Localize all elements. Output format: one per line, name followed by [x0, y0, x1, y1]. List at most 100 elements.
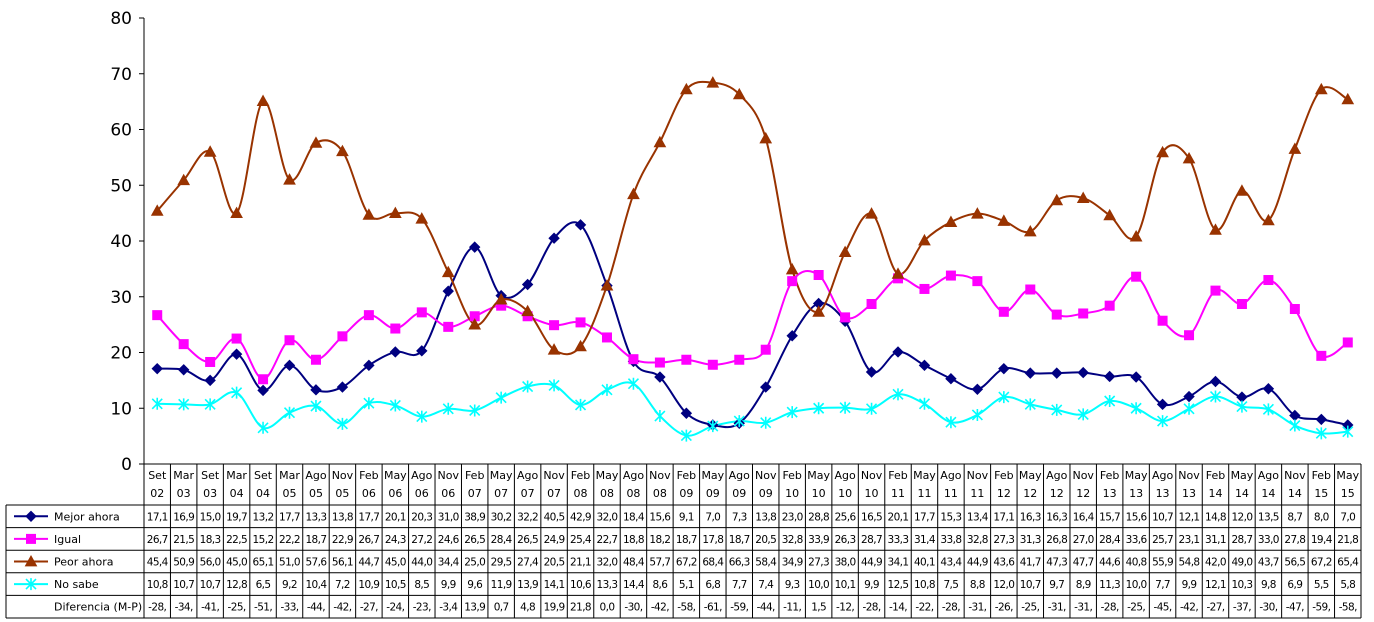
data-point-no-sabe	[522, 380, 534, 393]
legend-label: Peor ahora	[54, 556, 113, 569]
x-tick-label: 05	[283, 487, 297, 500]
data-point-peor-ahora	[918, 233, 931, 246]
data-label: -58,	[1339, 602, 1357, 614]
data-point-igual	[443, 321, 454, 332]
data-point-mejor-ahora	[654, 371, 666, 383]
data-point-no-sabe	[945, 416, 957, 429]
data-label: 7,0	[1340, 511, 1355, 523]
data-label: 18,7	[676, 534, 697, 546]
data-label: 10,8	[914, 579, 935, 591]
table-row-label: Diferencia (M-P)	[54, 601, 142, 614]
data-label: 48,4	[623, 557, 645, 569]
data-label: 28,7	[1231, 534, 1252, 546]
data-point-peor-ahora	[309, 136, 323, 148]
data-point-peor-ahora	[891, 267, 905, 279]
data-label: 32,0	[596, 557, 617, 569]
data-label: 12,5	[888, 579, 909, 591]
data-label: 44,6	[1099, 557, 1121, 569]
data-point-peor-ahora	[1288, 142, 1302, 154]
data-label: 7,0	[705, 511, 720, 523]
x-tick-label: Ago	[940, 469, 962, 482]
data-label: 67,2	[1311, 557, 1332, 569]
data-point-mejor-ahora	[786, 330, 798, 342]
data-point-igual	[813, 270, 824, 281]
data-point-igual	[945, 270, 956, 281]
data-label: -3,4	[439, 602, 458, 614]
x-tick-label: May	[1125, 469, 1148, 482]
data-point-peor-ahora	[1129, 230, 1143, 242]
x-tick-label: May	[701, 469, 724, 482]
data-label: 7,3	[732, 511, 747, 523]
data-point-no-sabe	[257, 421, 269, 434]
data-point-mejor-ahora	[680, 407, 693, 419]
data-label: 10,8	[147, 579, 168, 591]
data-point-peor-ahora	[785, 262, 799, 275]
data-label: -25,	[1127, 602, 1145, 614]
data-label: 26,7	[358, 534, 379, 546]
y-tick-label: 30	[110, 288, 132, 308]
x-tick-label: 11	[970, 487, 984, 500]
y-tick-label: 40	[110, 232, 132, 252]
x-tick-label: 03	[177, 487, 191, 500]
series-line-peor-ahora	[156, 80, 1349, 356]
x-tick-label: Nov	[649, 469, 671, 482]
data-label: -59,	[1312, 602, 1330, 614]
data-point-peor-ahora	[838, 245, 852, 258]
x-tick-label: Nov	[543, 469, 565, 482]
data-label: -24,	[386, 602, 404, 614]
x-tick-label: 15	[1314, 487, 1328, 500]
data-point-peor-ahora	[494, 293, 508, 305]
data-point-peor-ahora	[415, 212, 429, 224]
x-tick-label: 11	[891, 487, 905, 500]
x-tick-label: Ago	[1258, 469, 1280, 482]
data-label: 33,3	[888, 534, 909, 546]
data-label: -41,	[201, 602, 219, 614]
x-tick-label: Feb	[1312, 469, 1331, 482]
data-label: 7,7	[1155, 579, 1170, 591]
x-tick-label: Nov	[1178, 469, 1200, 482]
data-point-mejor-ahora	[1262, 383, 1275, 395]
data-point-peor-ahora	[812, 305, 825, 317]
x-tick-label: Set	[201, 469, 220, 482]
x-tick-label: Ago	[411, 469, 433, 482]
data-point-peor-ahora	[1103, 208, 1117, 221]
data-label: -45,	[1154, 602, 1172, 614]
data-label: 33,8	[940, 534, 961, 546]
data-label: 5,5	[1314, 579, 1329, 591]
x-tick-label: Mar	[173, 469, 194, 482]
data-label: -25,	[1021, 602, 1039, 614]
x-tick-label: May	[596, 469, 619, 482]
data-label: 56,0	[200, 557, 221, 569]
x-tick-label: Ago	[729, 469, 751, 482]
data-label: -28,	[1101, 602, 1119, 614]
x-tick-label: Nov	[861, 469, 883, 482]
y-tick-label: 10	[110, 399, 132, 419]
data-label: 65,4	[1337, 557, 1359, 569]
data-label: 43,7	[1258, 557, 1279, 569]
data-point-no-sabe	[389, 399, 401, 412]
data-label: -31,	[968, 602, 986, 614]
data-point-peor-ahora	[997, 214, 1011, 226]
data-label: -11,	[783, 602, 801, 614]
data-label: 17,7	[914, 511, 935, 523]
data-point-mejor-ahora	[1156, 398, 1169, 411]
x-tick-label: Feb	[571, 469, 590, 482]
data-label: 31,1	[1205, 534, 1226, 546]
data-label: -44,	[757, 602, 775, 614]
data-point-no-sabe	[1289, 419, 1301, 432]
data-point-no-sabe	[1262, 403, 1274, 416]
data-label: -30,	[1259, 602, 1277, 614]
data-point-igual	[390, 323, 401, 334]
data-label: 16,5	[861, 511, 882, 523]
data-label: 31,0	[438, 511, 459, 523]
y-tick-label: 20	[110, 344, 132, 364]
data-label: 43,6	[993, 557, 1015, 569]
data-label: 9,9	[864, 579, 879, 591]
data-point-mejor-ahora	[1077, 366, 1089, 379]
data-point-mejor-ahora	[892, 346, 904, 358]
data-label: 56,5	[1284, 557, 1305, 569]
data-point-igual	[1184, 330, 1195, 341]
x-tick-label: 14	[1261, 487, 1275, 500]
data-label: 13,2	[253, 511, 274, 523]
data-label: 31,3	[1020, 534, 1041, 546]
